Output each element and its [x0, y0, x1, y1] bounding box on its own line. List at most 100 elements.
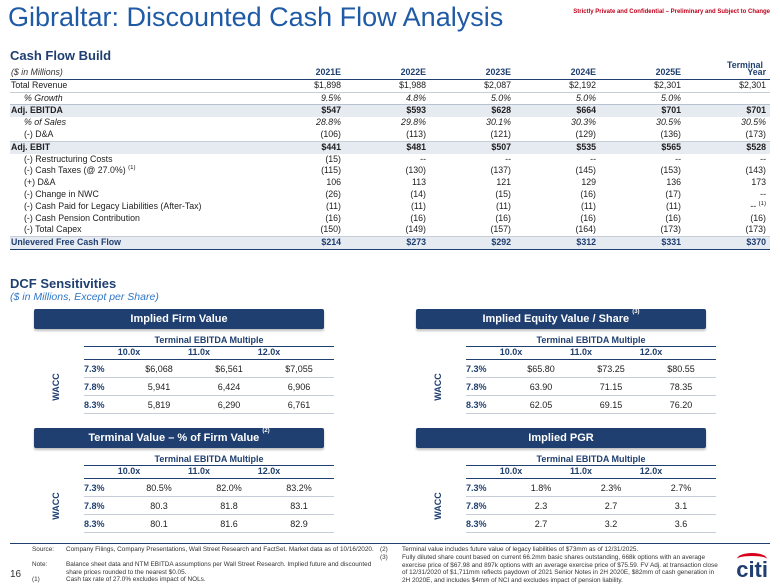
cell-value: 121: [496, 177, 511, 188]
row-label: Adj. EBIT: [10, 140, 260, 154]
terminal-multiple-label: Terminal EBITDA Multiple: [466, 454, 716, 466]
panel-title-banner: Implied PGR: [416, 428, 706, 448]
table-cell: (145): [515, 165, 600, 177]
cell-value: 5.0%: [660, 92, 681, 103]
multiple-column-header: 12.0x: [257, 347, 281, 357]
table-cell: $6,068: [124, 359, 194, 378]
units-label: ($ in Millions): [10, 67, 260, 80]
table-cell: 30.3%: [515, 117, 600, 129]
table-cell: (173): [685, 224, 770, 238]
table-cell: (11): [600, 201, 685, 213]
table-cell: $664: [515, 104, 600, 118]
multiple-column-header: 11.0x: [187, 466, 211, 476]
cell-value: $481: [406, 141, 426, 152]
multiple-column-header: 12.0x: [257, 466, 281, 476]
table-cell: 2.7: [506, 514, 576, 533]
cell-value: 173: [751, 177, 766, 188]
row-label: (-) Cash Paid for Legacy Liabilities (Af…: [10, 201, 260, 213]
citi-logo: citi: [736, 557, 768, 582]
multiple-column-header: 11.0x: [187, 347, 211, 357]
cell-value: $565: [661, 141, 681, 152]
cell-value: $1,898: [314, 79, 341, 90]
column-header: 2021E: [260, 67, 345, 80]
cell-value: $528: [746, 141, 766, 152]
dcf-section-title: DCF Sensitivities: [10, 276, 117, 291]
table-row: (-) Restructuring Costs (15) -- -- -- -- --: [10, 154, 770, 166]
table-cell: 1.8%: [506, 478, 576, 497]
table-cell: (15): [430, 189, 515, 201]
cell-value: (136): [660, 128, 681, 139]
terminal-multiple-label: Terminal EBITDA Multiple: [84, 454, 334, 466]
multiple-column-header: 11.0x: [569, 347, 593, 357]
table-cell: 173: [685, 177, 770, 189]
table-cell: (16): [430, 213, 515, 225]
footnote-2-text: Terminal value includes future value of …: [402, 546, 639, 553]
row-label-text: (-) Total Capex: [24, 224, 82, 235]
panel-title-banner: Implied Equity Value / Share (3): [416, 309, 706, 329]
panel-title: Terminal Value – % of Firm Value: [88, 432, 260, 444]
cell-value: 5.0%: [490, 92, 511, 103]
row-label-text: Total Revenue: [11, 79, 68, 90]
table-cell: 113: [345, 177, 430, 189]
page-title: Gibraltar: Discounted Cash Flow Analysis: [8, 2, 504, 32]
citi-arc-icon: [737, 553, 767, 565]
cell-value: 106: [326, 177, 341, 188]
table-cell: (16): [515, 189, 600, 201]
cell-value: (173): [745, 224, 766, 235]
cell-value: --: [420, 153, 426, 164]
cell-value: (121): [490, 128, 511, 139]
wacc-row-header: 8.3%: [84, 514, 124, 533]
table-row: 7.8% 5,941 6,424 6,906: [84, 377, 334, 396]
table-cell: (11): [345, 201, 430, 213]
table-cell: $441: [260, 140, 345, 154]
table-cell: 3.2: [576, 514, 646, 533]
table-cell: 30.1%: [430, 117, 515, 129]
table-row: 8.3% 5,819 6,290 6,761: [84, 395, 334, 414]
cell-value: (149): [405, 224, 426, 235]
column-header: 2022E: [345, 67, 430, 80]
cell-value: $214: [321, 237, 341, 248]
table-cell: (129): [515, 128, 600, 142]
table-cell: $2,301: [685, 79, 770, 93]
table-cell: (136): [600, 128, 685, 142]
table-cell: $370: [685, 236, 770, 250]
cell-value: 29.8%: [401, 117, 426, 128]
table-cell: $7,055: [264, 359, 334, 378]
table-cell: 3.6: [646, 514, 716, 533]
table-cell: $73.25: [576, 359, 646, 378]
table-cell: 4.8%: [345, 92, 430, 105]
table-row: (-) Cash Taxes (@ 27.0%) (1) (115) (130) (1…: [10, 165, 770, 177]
wacc-row-header: 7.8%: [84, 377, 124, 396]
table-cell: $701: [685, 104, 770, 118]
row-label-text: (+) D&A: [24, 177, 56, 188]
table-cell: (143): [685, 165, 770, 177]
table-cell: 80.3: [124, 496, 194, 515]
wacc-axis-label: WACC: [433, 492, 443, 520]
row-label: (-) Cash Pension Contribution: [10, 213, 260, 225]
row-label-text: (-) Restructuring Costs: [24, 153, 113, 164]
cell-value: 30.1%: [486, 117, 511, 128]
cell-value: $535: [576, 141, 596, 152]
table-cell: (173): [600, 224, 685, 238]
table-row: 8.3% 62.05 69.15 76.20: [466, 395, 716, 414]
table-cell: (157): [430, 224, 515, 238]
table-row: Total Revenue $1,898 $1,988 $2,087 $2,192 $2,…: [10, 79, 770, 93]
cell-value: --: [760, 153, 766, 164]
table-cell: 62.05: [506, 395, 576, 414]
table-cell: (11): [430, 201, 515, 213]
wacc-row-header: 7.8%: [466, 377, 506, 396]
cell-value: (16): [325, 212, 341, 223]
table-cell: 6,761: [264, 395, 334, 414]
table-row: 8.3% 80.1 81.6 82.9: [84, 514, 334, 533]
table-cell: --: [685, 189, 770, 201]
cell-value: (15): [325, 153, 341, 164]
cell-value: (137): [490, 165, 511, 176]
cell-value: $292: [491, 237, 511, 248]
footnote-3-label: (3): [380, 554, 388, 561]
terminal-value-pct-panel: Terminal Value – % of Firm Value (2) Term…: [0, 428, 360, 533]
table-row: 7.8% 2.3 2.7 3.1: [466, 496, 716, 515]
footnote-1-text: Cash tax rate of 27.0% excludes impact o…: [66, 576, 206, 583]
note-label: Note:: [32, 561, 48, 568]
column-header: Year: [685, 67, 770, 80]
table-cell: --: [345, 154, 430, 166]
